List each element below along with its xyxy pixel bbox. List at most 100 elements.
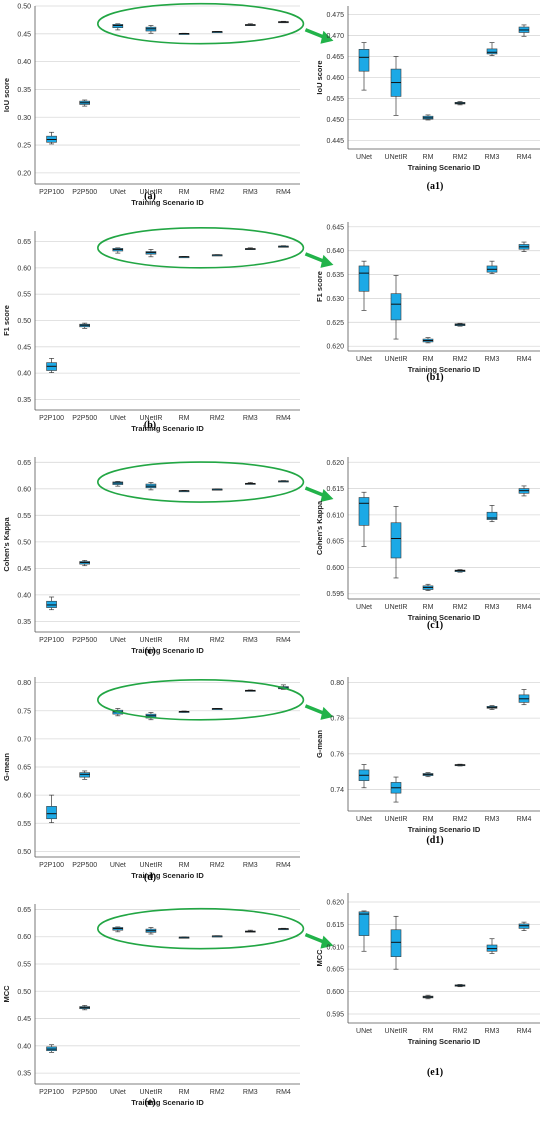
x-tick-label: UNet <box>110 189 126 196</box>
x-tick-label: RM3 <box>243 415 258 422</box>
box-UNetIR <box>145 482 157 491</box>
x-tick-label: RM4 <box>517 816 532 823</box>
y-tick-label: 0.65 <box>17 460 31 467</box>
y-tick-label: 0.605 <box>326 967 344 974</box>
x-axis-title: Training Scenario ID <box>408 365 481 374</box>
y-tick-label: 0.50 <box>17 318 31 325</box>
box-UNet <box>358 491 370 547</box>
x-tick-label: RM3 <box>485 816 500 823</box>
x-tick-label: RM <box>179 637 190 644</box>
y-tick-label: 0.30 <box>17 115 31 122</box>
y-tick-label: 0.70 <box>17 736 31 743</box>
box-P2P100 <box>46 358 57 373</box>
box-P2P500 <box>79 770 90 780</box>
x-tick-label: P2P500 <box>72 637 97 644</box>
box-RM4 <box>518 24 530 37</box>
y-tick-label: 0.630 <box>326 296 344 303</box>
box-RM <box>422 772 434 778</box>
y-tick-label: 0.640 <box>326 248 344 255</box>
zoom-arrow-head <box>320 30 334 44</box>
x-tick-label: P2P100 <box>39 189 64 196</box>
box-UNet <box>358 910 370 952</box>
y-tick-label: 0.600 <box>326 989 344 996</box>
box-RM <box>422 994 434 1000</box>
box <box>46 600 57 608</box>
x-tick-label: UNetIR <box>385 356 408 363</box>
box-UNet <box>112 247 124 254</box>
zoom-arrow <box>304 704 327 716</box>
y-tick-label: 0.40 <box>17 1043 31 1050</box>
x-tick-label: RM2 <box>453 154 468 161</box>
box-RM3 <box>486 938 498 954</box>
y-tick-label: 0.50 <box>17 539 31 546</box>
x-tick-label: UNetIR <box>385 816 408 823</box>
x-tick-label: RM3 <box>485 604 500 611</box>
x-tick-label: RM4 <box>517 604 532 611</box>
y-tick-label: 0.40 <box>17 371 31 378</box>
box-RM4 <box>278 20 289 24</box>
y-tick-label: 0.615 <box>326 486 344 493</box>
box-RM <box>422 114 434 121</box>
y-tick-label: 0.55 <box>17 292 31 299</box>
y-tick-label: 0.65 <box>17 765 31 772</box>
x-tick-label: RM3 <box>485 154 500 161</box>
x-tick-label: UNet <box>356 604 372 611</box>
box <box>358 911 370 936</box>
y-tick-label: 0.45 <box>17 344 31 351</box>
x-tick-label: RM4 <box>276 862 291 869</box>
box-UNet <box>358 42 370 91</box>
zoom-arrow-head <box>320 706 334 720</box>
x-tick-label: RM <box>423 816 434 823</box>
y-tick-label: 0.605 <box>326 539 344 546</box>
box-RM4 <box>518 485 530 497</box>
y-tick-label: 0.470 <box>326 33 344 40</box>
box-RM2 <box>211 31 223 34</box>
box-RM3 <box>245 929 256 933</box>
box-RM <box>422 583 434 591</box>
box-RM3 <box>486 705 498 710</box>
box-UNetIR <box>390 776 402 803</box>
zoom-arrow <box>304 252 327 264</box>
x-tick-label: RM4 <box>276 637 291 644</box>
box-RM3 <box>245 247 256 250</box>
box-UNetIR <box>145 25 157 34</box>
y-tick-label: 0.25 <box>17 143 31 150</box>
y-tick-label: 0.65 <box>17 239 31 246</box>
box-RM2 <box>454 763 466 767</box>
box-RM2 <box>454 984 466 988</box>
x-tick-label: UNetIR <box>139 415 162 422</box>
zoom-arrow-head <box>320 935 334 949</box>
chart-d: 0.50 0.55 0.60 0.65 0.70 0.75 0.80 P2P100 P2P500… <box>2 677 334 883</box>
box-UNetIR <box>390 56 402 116</box>
y-tick-label: 0.595 <box>326 1012 344 1019</box>
panel-caption: (c1) <box>427 620 443 631</box>
x-tick-label: RM3 <box>243 189 258 196</box>
box-RM2 <box>211 708 223 711</box>
x-tick-label: P2P100 <box>39 1089 64 1096</box>
box-P2P500 <box>79 1005 90 1011</box>
x-axis-title: Training Scenario ID <box>131 424 204 433</box>
x-tick-label: RM2 <box>453 1028 468 1035</box>
y-axis-title: F1 score <box>2 305 11 336</box>
y-tick-label: 0.65 <box>17 907 31 914</box>
highlight-ellipse <box>97 227 305 269</box>
y-tick-label: 0.35 <box>17 397 31 404</box>
panel-caption: (d1) <box>426 835 443 846</box>
y-tick-label: 0.55 <box>17 821 31 828</box>
y-tick-label: 0.465 <box>326 54 344 61</box>
x-tick-label: RM4 <box>276 1089 291 1096</box>
box-RM <box>178 710 190 713</box>
x-tick-label: RM2 <box>210 415 225 422</box>
x-tick-label: UNetIR <box>385 604 408 611</box>
x-tick-label: UNet <box>356 1028 372 1035</box>
box <box>390 522 402 559</box>
box-UNet <box>358 764 370 789</box>
y-tick-label: 0.615 <box>326 922 344 929</box>
box <box>358 49 370 72</box>
box-RM3 <box>486 505 498 523</box>
box-RM <box>422 337 434 344</box>
y-tick-label: 0.75 <box>17 708 31 715</box>
panel-caption: (b) <box>144 420 156 431</box>
x-tick-label: P2P100 <box>39 862 64 869</box>
chart-d1: 0.74 0.76 0.78 0.80 UNet UNetIR RM RM2 RM3 RM4 Tra… <box>315 677 540 846</box>
